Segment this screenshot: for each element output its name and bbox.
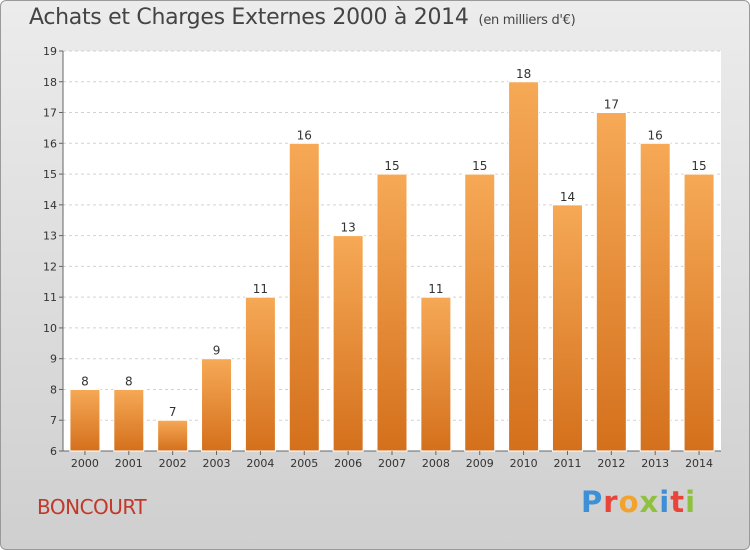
data-label: 15	[472, 159, 487, 173]
bar	[420, 296, 452, 452]
x-tick-label: 2010	[510, 457, 538, 470]
bar	[201, 358, 233, 452]
x-tick-label: 2008	[422, 457, 450, 470]
y-tick-label: 18	[43, 76, 57, 89]
y-tick-label: 15	[43, 168, 57, 181]
y-tick-label: 14	[43, 199, 57, 212]
proxiti-logo[interactable]: Proxiti	[581, 485, 696, 519]
y-tick-label: 11	[43, 291, 57, 304]
data-label: 11	[253, 282, 268, 296]
logo-letter: o	[618, 485, 640, 519]
x-tick-label: 2013	[641, 457, 669, 470]
data-label: 18	[516, 67, 531, 81]
logo-letter: x	[639, 485, 660, 519]
bar	[376, 173, 408, 452]
bar	[288, 142, 320, 452]
data-label: 17	[604, 98, 619, 112]
y-tick-label: 7	[50, 414, 57, 427]
x-tick-label: 2003	[203, 457, 231, 470]
x-tick-label: 2007	[378, 457, 406, 470]
bar	[595, 112, 627, 452]
data-label: 8	[125, 374, 133, 388]
data-label: 15	[691, 159, 706, 173]
x-tick-label: 2006	[334, 457, 362, 470]
bar	[244, 296, 276, 452]
bar	[551, 204, 583, 452]
y-tick-label: 16	[43, 137, 57, 150]
x-tick-label: 2005	[290, 457, 318, 470]
data-label: 7	[169, 405, 177, 419]
logo-letter: i	[685, 485, 697, 519]
x-tick-label: 2000	[71, 457, 99, 470]
data-label: 14	[560, 190, 575, 204]
data-label: 8	[81, 374, 89, 388]
y-tick-label: 6	[50, 445, 57, 458]
data-label: 16	[648, 128, 663, 142]
x-tick-label: 2011	[553, 457, 581, 470]
commune-name: BONCOURT	[37, 495, 147, 519]
y-tick-label: 17	[43, 107, 57, 120]
y-tick-label: 10	[43, 322, 57, 335]
x-tick-label: 2012	[597, 457, 625, 470]
data-label: 16	[297, 128, 312, 142]
chart-unit: (en milliers d'€)	[478, 13, 576, 28]
bar	[683, 173, 715, 452]
y-tick-label: 8	[50, 383, 57, 396]
bar	[157, 419, 189, 452]
chart-title-text: Achats et Charges Externes 2000 à 2014	[29, 5, 469, 30]
y-tick-label: 12	[43, 260, 57, 273]
y-tick-label: 19	[43, 45, 57, 58]
data-label: 15	[384, 159, 399, 173]
logo-letter: t	[670, 485, 686, 519]
chart-title: Achats et Charges Externes 2000 à 2014 (e…	[29, 5, 576, 30]
y-tick-label: 9	[50, 353, 57, 366]
x-tick-label: 2014	[685, 457, 713, 470]
bar	[508, 81, 540, 452]
bar	[332, 235, 364, 452]
bar	[464, 173, 496, 452]
x-tick-label: 2001	[115, 457, 143, 470]
data-label: 11	[428, 282, 443, 296]
bar	[639, 142, 671, 452]
x-tick-label: 2009	[466, 457, 494, 470]
bar	[69, 388, 101, 452]
x-tick-label: 2004	[246, 457, 274, 470]
bar	[113, 388, 145, 452]
data-label: 13	[340, 221, 355, 235]
y-tick-label: 13	[43, 230, 57, 243]
data-label: 9	[213, 344, 221, 358]
logo-letter: r	[603, 485, 619, 519]
logo-letter: P	[581, 485, 604, 519]
logo-letter: i	[659, 485, 671, 519]
x-tick-label: 2002	[159, 457, 187, 470]
